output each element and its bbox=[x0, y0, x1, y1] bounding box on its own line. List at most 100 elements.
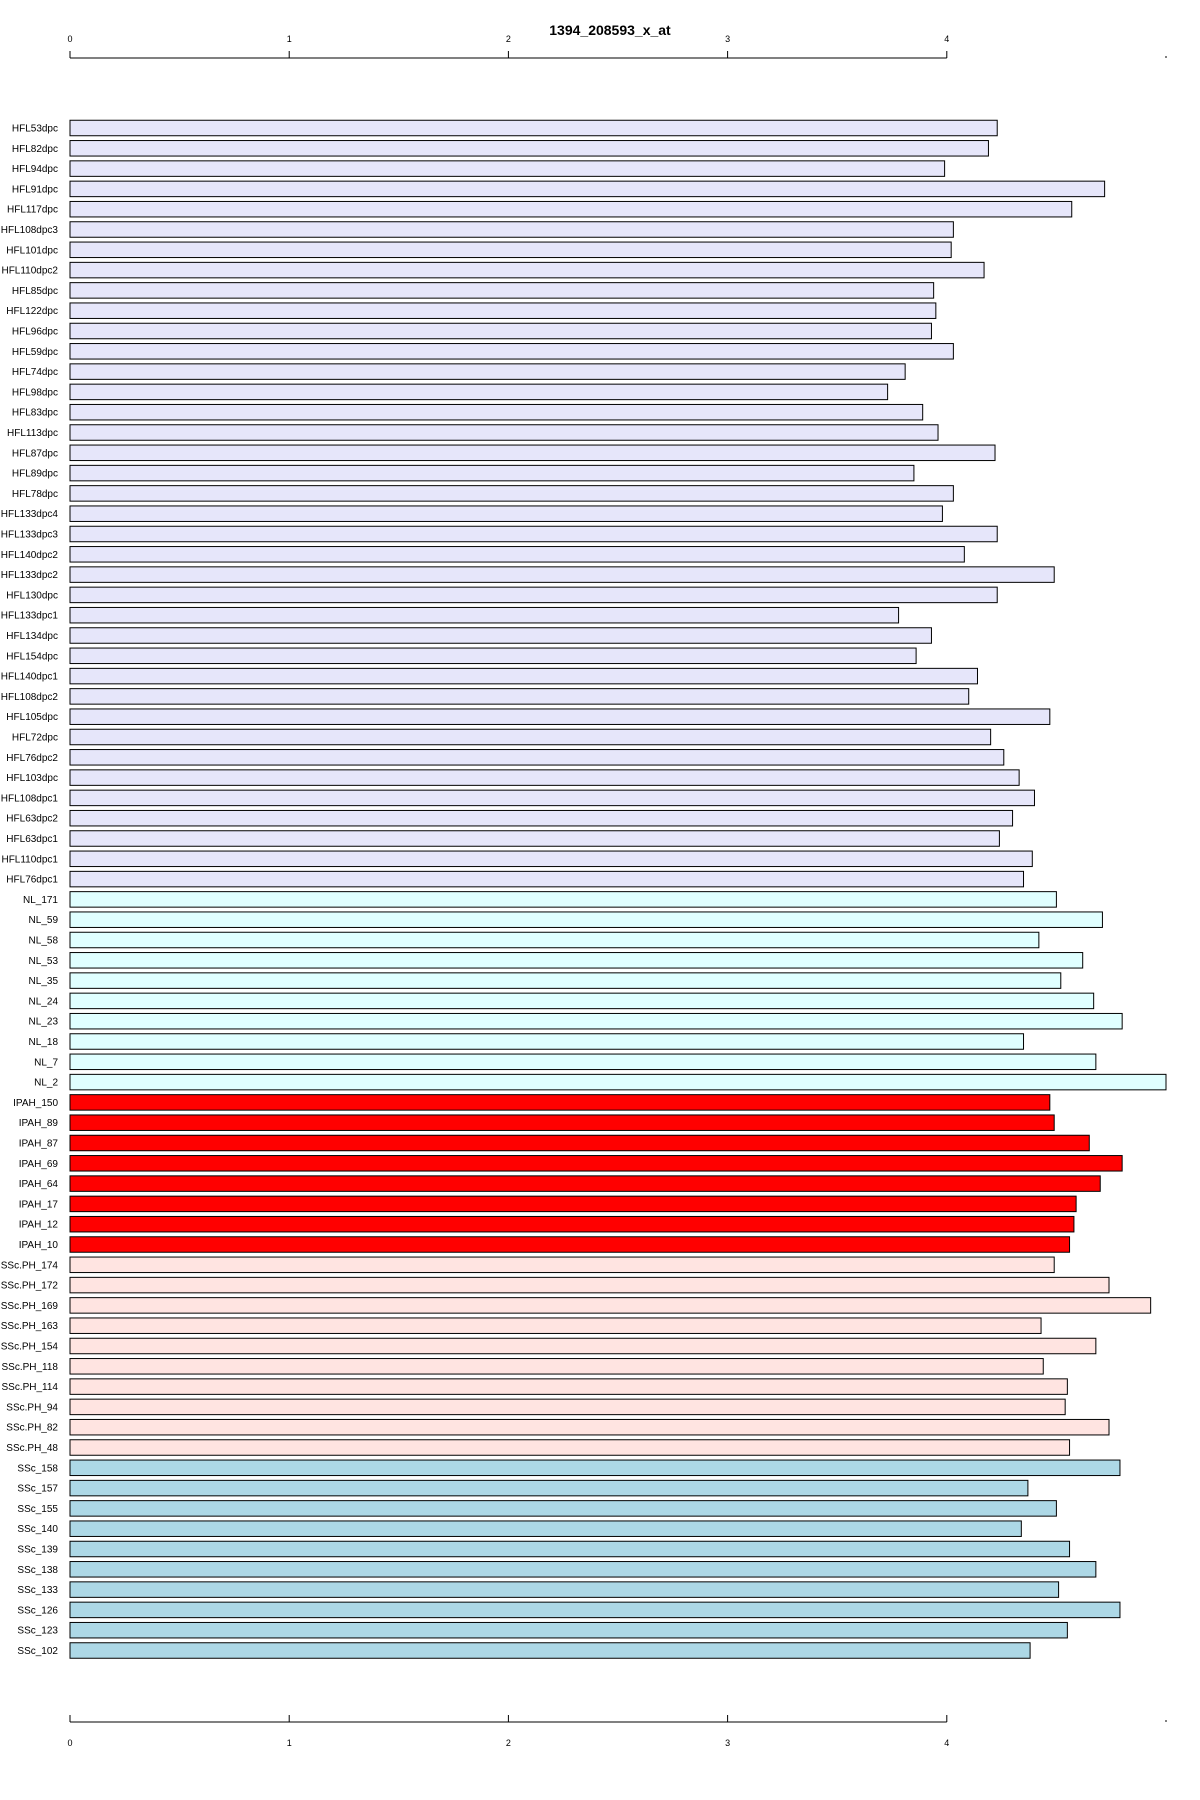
bar bbox=[69, 586, 998, 604]
bar bbox=[69, 708, 1051, 725]
category-label: HFL110dpc2 bbox=[1, 266, 58, 277]
category-label: HFL140dpc1 bbox=[1, 672, 59, 683]
category-label: SSc_102 bbox=[17, 1646, 58, 1657]
category-label: IPAH_17 bbox=[19, 1199, 59, 1210]
category-label: HFL94dpc bbox=[12, 164, 58, 175]
bar bbox=[69, 343, 954, 360]
bar bbox=[69, 972, 1062, 989]
category-label: SSc_133 bbox=[17, 1585, 58, 1596]
bar bbox=[69, 749, 1005, 766]
category-label: HFL134dpc bbox=[6, 631, 58, 642]
bars-group bbox=[69, 119, 1167, 1659]
bar bbox=[69, 627, 932, 644]
category-label: HFL130dpc bbox=[6, 590, 58, 601]
category-label: HFL133dpc4 bbox=[1, 509, 59, 520]
category-label: SSc.PH_169 bbox=[1, 1301, 59, 1312]
category-label: HFL89dpc bbox=[12, 469, 58, 480]
bar bbox=[69, 1642, 1031, 1659]
category-label: NL_58 bbox=[29, 936, 59, 947]
category-label: HFL108dpc3 bbox=[1, 225, 59, 236]
category-label: HFL133dpc2 bbox=[1, 570, 59, 581]
category-label: HFL83dpc bbox=[12, 408, 58, 419]
category-label: SSc_123 bbox=[17, 1626, 58, 1637]
category-label: SSc_155 bbox=[17, 1504, 58, 1515]
chart-title: 1394_208593_x_at bbox=[549, 22, 671, 38]
tick-label: 1 bbox=[287, 1738, 292, 1748]
bar bbox=[69, 1398, 1066, 1416]
bar bbox=[69, 647, 917, 665]
tick-label: 2 bbox=[506, 1738, 511, 1748]
bar bbox=[69, 1317, 1042, 1334]
category-label: NL_59 bbox=[29, 915, 59, 926]
bar bbox=[69, 728, 992, 746]
bar bbox=[69, 870, 1025, 888]
bar bbox=[69, 485, 954, 502]
category-label: HFL103dpc bbox=[6, 773, 58, 784]
category-label: HFL110dpc1 bbox=[1, 854, 58, 865]
tick-label: 2 bbox=[506, 34, 511, 44]
bar bbox=[69, 322, 932, 340]
bar bbox=[69, 1215, 1075, 1233]
category-label: IPAH_10 bbox=[19, 1240, 59, 1251]
bar bbox=[69, 546, 965, 563]
category-label: SSc.PH_94 bbox=[6, 1402, 58, 1413]
category-label: NL_7 bbox=[34, 1057, 58, 1068]
bar bbox=[69, 1114, 1055, 1131]
bar bbox=[69, 1134, 1090, 1152]
bar bbox=[69, 464, 915, 482]
category-label: SSc.PH_48 bbox=[6, 1443, 58, 1454]
bar bbox=[69, 992, 1095, 1010]
bar bbox=[69, 140, 989, 157]
bar bbox=[69, 1256, 1055, 1274]
bar bbox=[69, 363, 906, 380]
bar bbox=[69, 891, 1057, 908]
bar bbox=[69, 850, 1033, 868]
category-label: HFL76dpc2 bbox=[6, 753, 58, 764]
tick-label: 3 bbox=[725, 34, 730, 44]
bar bbox=[69, 1155, 1123, 1172]
bar bbox=[69, 1195, 1077, 1213]
bar bbox=[69, 1094, 1051, 1111]
bar bbox=[69, 1520, 1022, 1537]
category-label: HFL122dpc bbox=[6, 306, 58, 317]
tick-label: 0 bbox=[67, 34, 72, 44]
category-label: HFL63dpc1 bbox=[6, 834, 58, 845]
bar bbox=[69, 200, 1073, 218]
bar bbox=[69, 119, 998, 137]
bar bbox=[69, 180, 1106, 198]
category-label: HFL98dpc bbox=[12, 387, 58, 398]
category-label: SSc_157 bbox=[17, 1484, 58, 1495]
bar bbox=[69, 1033, 1025, 1050]
category-label: HFL85dpc bbox=[12, 286, 58, 297]
bar bbox=[69, 606, 900, 624]
bar bbox=[69, 1439, 1071, 1456]
category-label: NL_23 bbox=[29, 1017, 59, 1028]
bar bbox=[69, 931, 1040, 949]
category-label: SSc.PH_114 bbox=[1, 1382, 58, 1393]
category-label: HFL53dpc bbox=[12, 124, 58, 135]
bar bbox=[69, 1378, 1068, 1395]
bar bbox=[69, 1012, 1123, 1030]
category-label: IPAH_87 bbox=[19, 1139, 59, 1150]
bar bbox=[69, 911, 1103, 928]
category-label: IPAH_89 bbox=[19, 1118, 59, 1129]
category-label: IPAH_64 bbox=[19, 1179, 59, 1190]
category-label: SSc_139 bbox=[17, 1545, 58, 1556]
category-label: NL_53 bbox=[29, 956, 59, 967]
category-label: SSc.PH_163 bbox=[1, 1321, 59, 1332]
bar bbox=[69, 688, 970, 705]
bar bbox=[69, 261, 985, 279]
category-label: HFL133dpc1 bbox=[1, 611, 59, 622]
category-label: HFL140dpc2 bbox=[1, 550, 59, 561]
bar bbox=[69, 1621, 1068, 1639]
bar bbox=[69, 160, 946, 177]
tick-label: 4 bbox=[944, 34, 949, 44]
bar bbox=[69, 1175, 1101, 1192]
bar bbox=[69, 444, 996, 462]
category-label: HFL72dpc bbox=[12, 733, 58, 744]
category-label: NL_35 bbox=[29, 976, 59, 987]
category-labels: HFL53dpc HFL82dpc HFL94dpc HFL91dpc HFL117dp… bbox=[1, 124, 59, 1658]
category-label: HFL63dpc2 bbox=[6, 814, 58, 825]
bar bbox=[69, 952, 1084, 969]
bar bbox=[69, 282, 935, 299]
